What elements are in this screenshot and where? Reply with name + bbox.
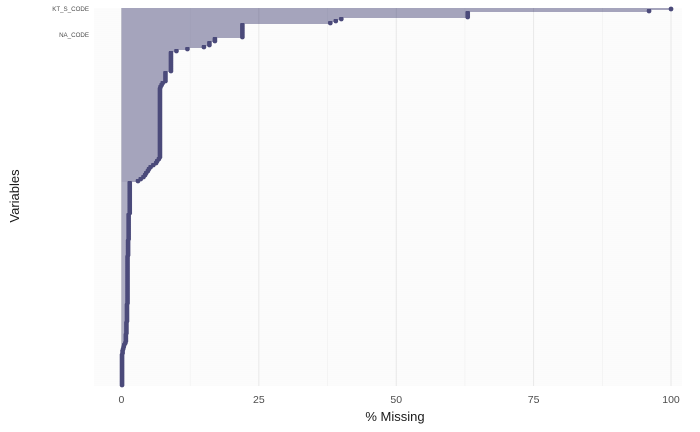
lollipop-point (201, 44, 207, 50)
lollipop-point (174, 48, 179, 54)
lollipop-point (333, 18, 339, 24)
y-category-label: NA_CODE (59, 32, 89, 39)
y-category-label: KT_S_CODE (52, 6, 89, 13)
y-axis-category-labels: KT_S_CODE NA_CODE (52, 6, 89, 39)
x-axis-ticks: 0 25 50 75 100 (119, 394, 680, 406)
lollipop-point (212, 38, 218, 44)
lollipop-point (168, 68, 174, 74)
lollipop-point (185, 46, 190, 52)
lollipop-point (338, 16, 344, 22)
lollipop-point (135, 178, 141, 184)
lollipop-point (465, 14, 471, 20)
x-tick-label: 25 (253, 394, 265, 406)
grid-lines (94, 8, 682, 386)
lollipop-point (239, 34, 245, 40)
x-tick-label: 100 (662, 394, 680, 406)
lollipop-marks (119, 6, 674, 388)
y-axis-title: Variables (7, 169, 22, 223)
lollipop-point (119, 382, 125, 388)
x-tick-label: 50 (390, 394, 402, 406)
x-tick-label: 0 (119, 394, 125, 406)
lollipop-point (646, 8, 652, 14)
x-tick-label: 75 (528, 394, 540, 406)
x-axis-title: % Missing (365, 409, 424, 424)
lollipop-point (327, 20, 333, 26)
lollipop-point (668, 6, 674, 12)
lollipop-point (207, 42, 212, 48)
